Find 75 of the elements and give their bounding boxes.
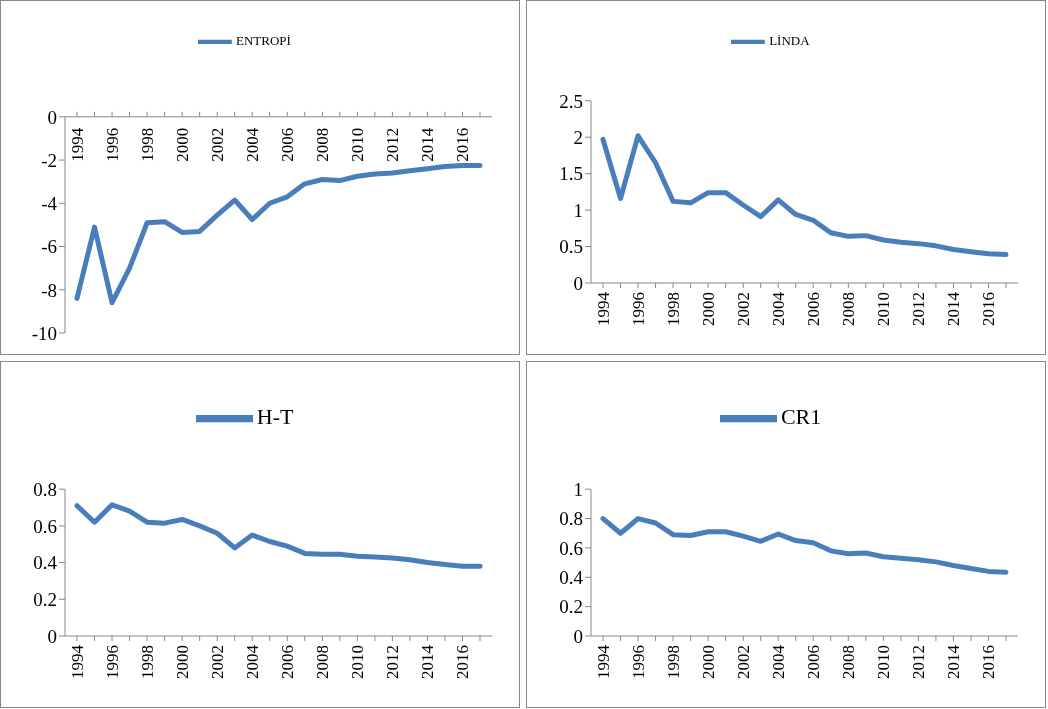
x-tick-label: 2000 [172, 127, 192, 162]
x-tick-label: 2000 [698, 645, 718, 679]
x-tick-label: 2014 [417, 644, 437, 679]
y-tick-label: 0 [573, 272, 583, 294]
y-tick-label: 0.6 [33, 515, 57, 537]
x-tick-label: 2004 [242, 644, 262, 679]
y-tick-label: 0.8 [559, 508, 583, 530]
y-tick-label: 0.5 [559, 236, 583, 258]
x-tick-label: 1996 [102, 645, 122, 679]
x-tick-label: 2010 [347, 645, 367, 679]
x-tick-label: 2006 [803, 292, 823, 326]
x-tick-label: 2006 [277, 645, 297, 679]
y-tick-label: 2.5 [559, 90, 583, 112]
y-tick-label: 1.5 [559, 163, 583, 185]
y-tick-label: -4 [41, 193, 58, 215]
legend-label: ENTROPİ [235, 32, 291, 48]
y-tick-label: 0 [47, 625, 57, 647]
x-tick-label: 1998 [663, 292, 683, 326]
x-tick-label: 2016 [978, 645, 998, 679]
y-tick-label: -2 [41, 149, 57, 171]
y-tick-label: 0.4 [33, 552, 58, 574]
x-tick-label: 1994 [593, 291, 613, 326]
legend-label: LİNDA [769, 32, 810, 48]
y-tick-label: 1 [573, 199, 583, 221]
x-tick-label: 2012 [908, 645, 928, 679]
x-tick-label: 2002 [207, 127, 227, 162]
y-tick-label: -8 [41, 279, 57, 301]
x-tick-label: 2008 [838, 645, 858, 679]
y-tick-label: 0.2 [33, 589, 57, 611]
x-tick-label: 1998 [663, 645, 683, 679]
x-tick-label: 1996 [628, 645, 648, 679]
x-tick-label: 2010 [873, 292, 893, 326]
x-tick-label: 2008 [312, 127, 332, 162]
x-tick-label: 2010 [347, 127, 367, 162]
x-tick-label: 2002 [733, 292, 753, 326]
x-tick-label: 2000 [172, 645, 192, 679]
x-tick-label: 2016 [452, 645, 472, 679]
x-tick-label: 2016 [978, 292, 998, 326]
legend-label: H-T [256, 403, 294, 429]
x-tick-label: 2016 [452, 127, 472, 162]
x-tick-label: 2002 [733, 645, 753, 679]
legend-label: CR1 [780, 403, 822, 429]
x-tick-label: 2004 [768, 644, 788, 679]
y-tick-label: -10 [31, 322, 57, 344]
x-tick-label: 1996 [628, 292, 648, 326]
x-tick-label: 2000 [698, 292, 718, 326]
x-tick-label: 2014 [943, 291, 963, 326]
y-tick-label: 0 [573, 625, 583, 647]
x-tick-label: 2002 [207, 645, 227, 679]
x-tick-label: 2006 [803, 645, 823, 679]
x-tick-label: 2014 [417, 127, 437, 162]
x-tick-label: 1994 [67, 127, 87, 162]
x-tick-label: 2012 [908, 292, 928, 326]
x-tick-label: 2004 [768, 291, 788, 326]
y-tick-label: 2 [573, 126, 583, 148]
x-tick-label: 1994 [593, 644, 613, 679]
x-tick-label: 2008 [838, 292, 858, 326]
x-tick-label: 1994 [67, 644, 87, 679]
x-tick-label: 1996 [102, 127, 122, 162]
y-tick-label: 0.6 [559, 537, 583, 559]
x-tick-label: 1998 [137, 127, 157, 162]
x-tick-label: 2012 [382, 645, 402, 679]
y-tick-label: 0.2 [559, 596, 583, 618]
x-tick-label: 2010 [873, 645, 893, 679]
x-tick-label: 2008 [312, 645, 332, 679]
y-tick-label: -6 [41, 236, 57, 258]
y-tick-label: 0.4 [559, 567, 584, 589]
y-tick-label: 0 [47, 106, 57, 128]
y-tick-label: 1 [573, 478, 583, 500]
x-tick-label: 2004 [242, 127, 262, 162]
x-tick-label: 2012 [382, 127, 402, 162]
y-tick-label: 0.8 [33, 478, 57, 500]
x-tick-label: 2006 [277, 127, 297, 162]
x-tick-label: 1998 [137, 645, 157, 679]
x-tick-label: 2014 [943, 644, 963, 679]
